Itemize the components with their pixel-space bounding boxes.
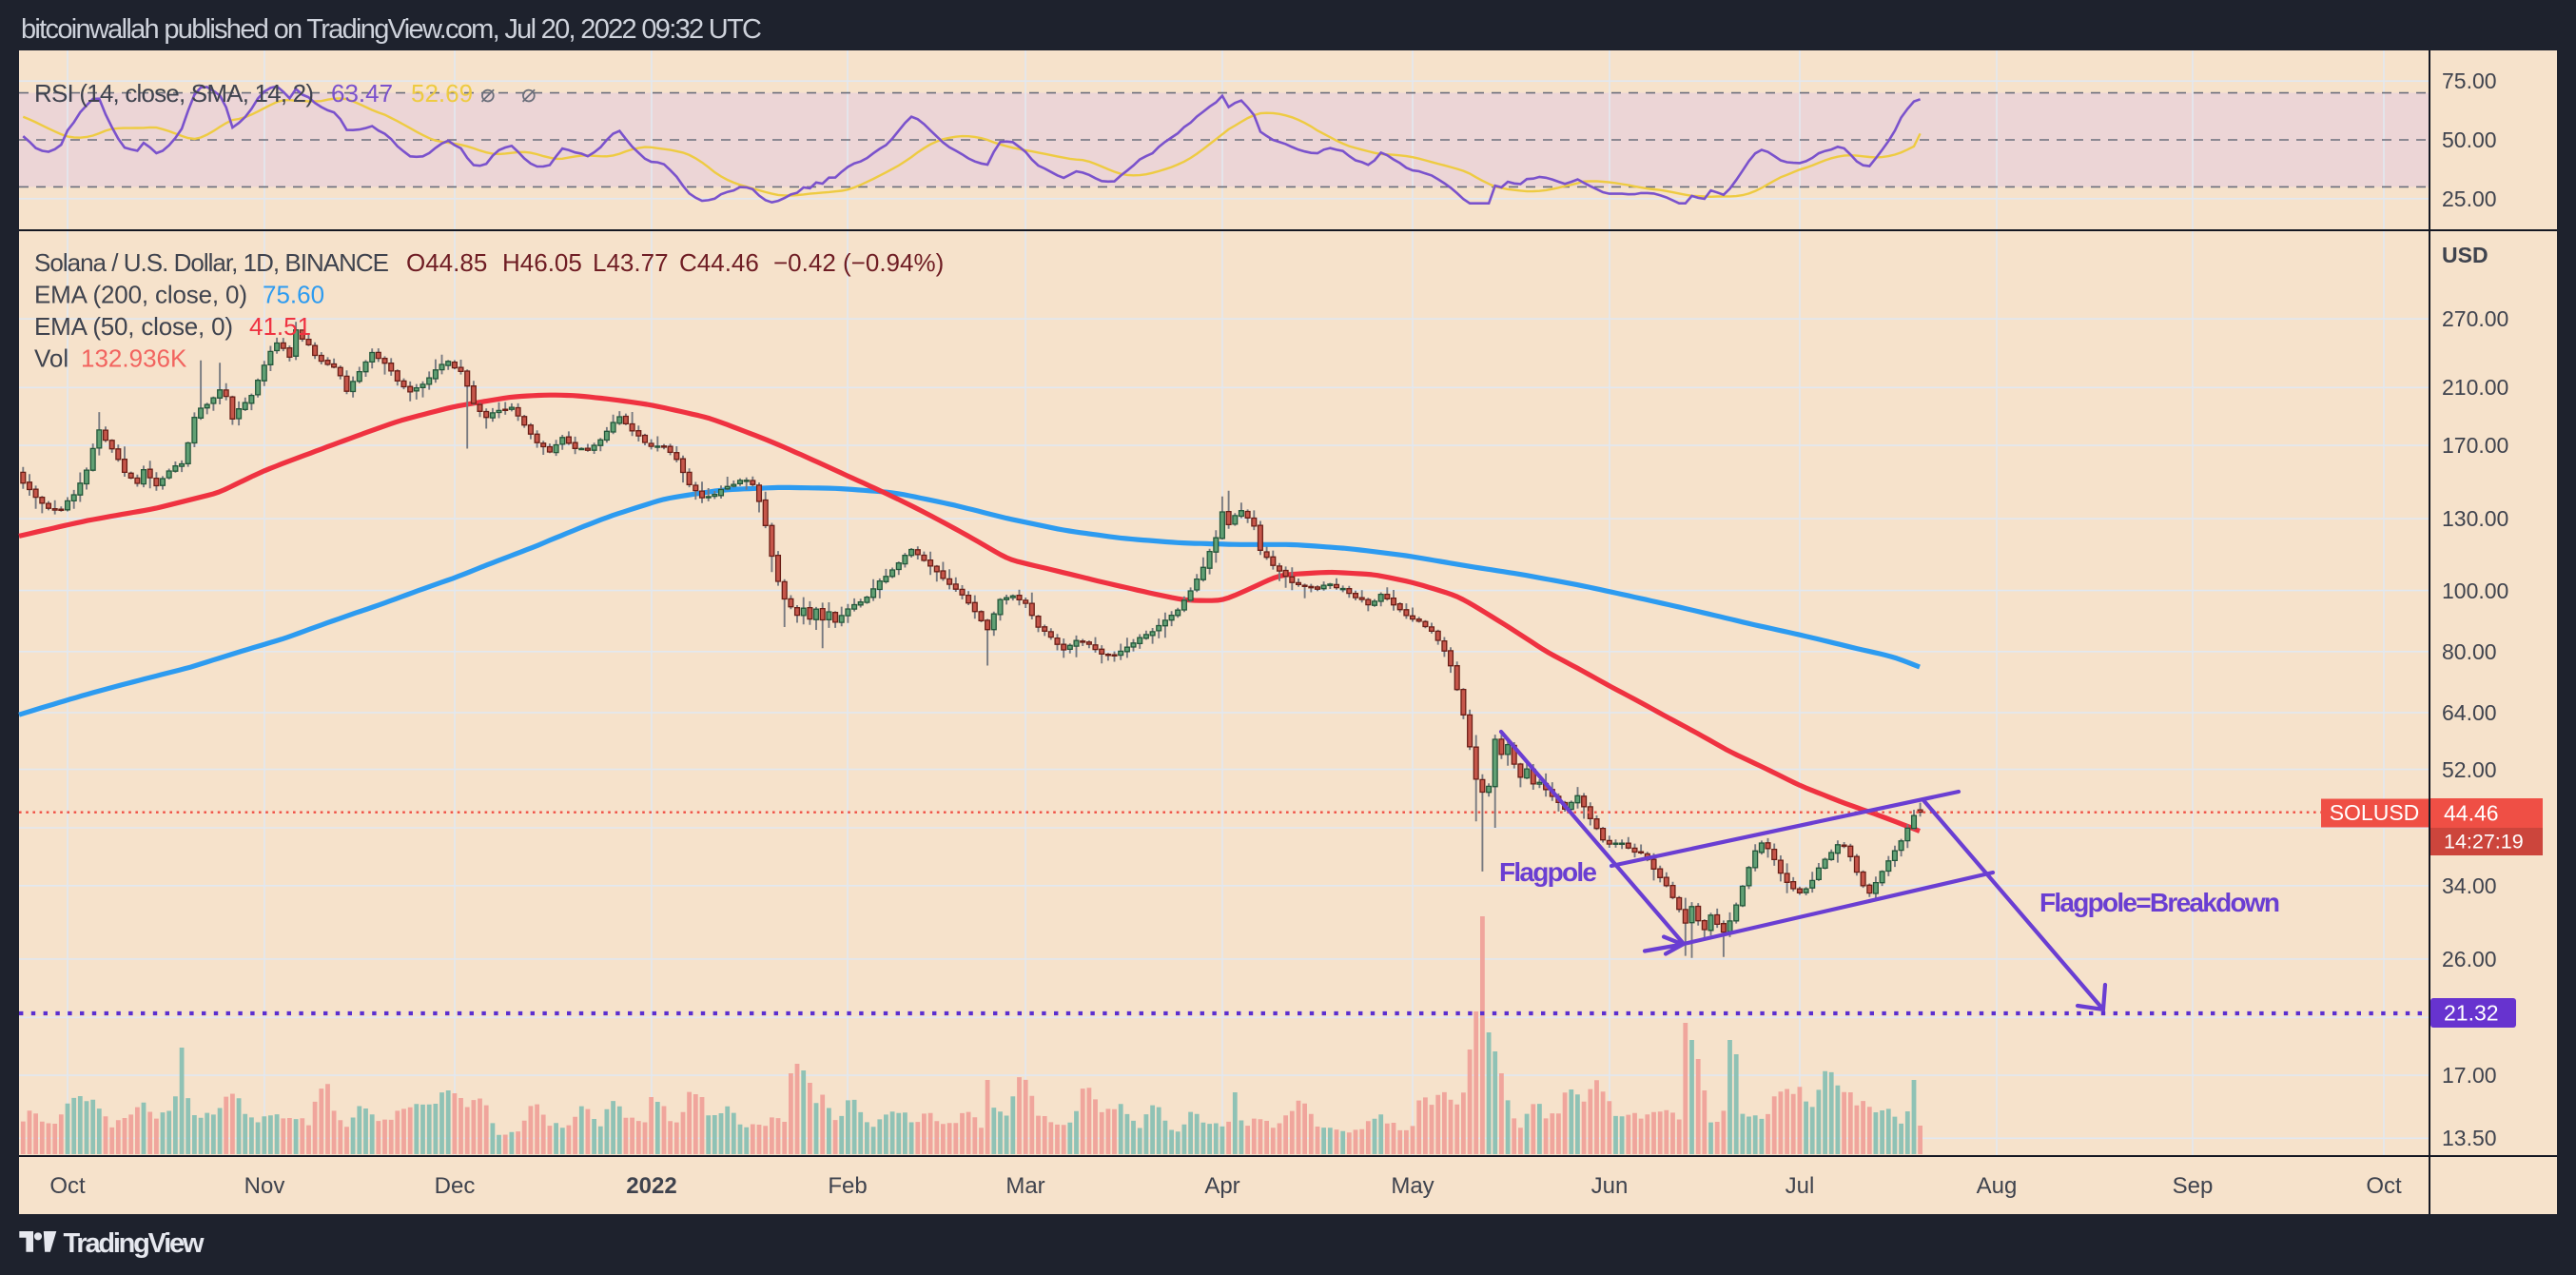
svg-text:Dec: Dec [435,1173,476,1199]
svg-text:34.00: 34.00 [2442,873,2497,898]
svg-text:21.32: 21.32 [2444,1001,2499,1026]
svg-text:63.47: 63.47 [331,79,393,108]
svg-text:Apr: Apr [1204,1173,1239,1199]
svg-text:75.00: 75.00 [2442,69,2497,93]
svg-text:270.00: 270.00 [2442,306,2508,331]
svg-text:⌀: ⌀ [521,79,537,108]
svg-text:Flagpole: Flagpole [1499,857,1597,887]
svg-text:EMA (200, close, 0): EMA (200, close, 0) [34,281,247,309]
svg-text:52.00: 52.00 [2442,757,2497,782]
svg-text:TradingView: TradingView [64,1228,205,1259]
svg-text:Oct: Oct [49,1173,86,1199]
svg-text:Solana / U.S. Dollar, 1D, BINA: Solana / U.S. Dollar, 1D, BINANCE [34,248,389,277]
svg-text:132.936K: 132.936K [81,344,187,373]
svg-text:75.60: 75.60 [263,281,324,309]
svg-text:Jul: Jul [1786,1173,1815,1199]
svg-text:52.69: 52.69 [411,79,473,108]
svg-text:O44.85: O44.85 [406,248,487,277]
svg-text:Aug: Aug [1977,1173,2018,1199]
svg-text:USD: USD [2442,243,2488,267]
svg-text:50.00: 50.00 [2442,128,2497,152]
svg-text:64.00: 64.00 [2442,700,2497,725]
svg-text:14:27:19: 14:27:19 [2444,831,2524,853]
svg-text:Oct: Oct [2366,1173,2402,1199]
svg-text:C44.46: C44.46 [679,248,759,277]
svg-text:100.00: 100.00 [2442,579,2508,603]
svg-text:17.00: 17.00 [2442,1063,2497,1088]
svg-text:210.00: 210.00 [2442,375,2508,400]
svg-text:−0.42 (−0.94%): −0.42 (−0.94%) [773,248,944,277]
svg-text:2022: 2022 [626,1173,676,1199]
svg-text:Jun: Jun [1591,1173,1629,1199]
svg-text:SOLUSD: SOLUSD [2330,800,2420,825]
svg-text:26.00: 26.00 [2442,947,2497,971]
svg-text:Vol: Vol [34,344,68,373]
svg-text:Flagpole=Breakdown: Flagpole=Breakdown [2039,888,2280,917]
svg-text:EMA (50, close, 0): EMA (50, close, 0) [34,312,233,341]
svg-text:bitcoinwallah published on Tra: bitcoinwallah published on TradingView.c… [21,14,762,45]
svg-text:Feb: Feb [828,1173,867,1199]
svg-text:Sep: Sep [2173,1173,2214,1199]
svg-text:130.00: 130.00 [2442,506,2508,531]
svg-text:RSI (14, close, SMA, 14, 2): RSI (14, close, SMA, 14, 2) [34,79,314,108]
svg-text:170.00: 170.00 [2442,433,2508,458]
svg-text:Mar: Mar [1005,1173,1044,1199]
svg-text:41.51: 41.51 [249,312,311,341]
svg-text:L43.77: L43.77 [593,248,669,277]
svg-text:44.46: 44.46 [2444,801,2499,826]
svg-text:May: May [1391,1173,1434,1199]
svg-text:25.00: 25.00 [2442,186,2497,211]
svg-text:H46.05: H46.05 [502,248,582,277]
svg-text:13.50: 13.50 [2442,1126,2497,1150]
svg-text:Nov: Nov [244,1173,285,1199]
svg-text:⌀: ⌀ [480,79,496,108]
svg-text:80.00: 80.00 [2442,639,2497,664]
